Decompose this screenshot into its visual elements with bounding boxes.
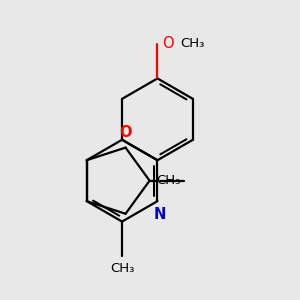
Text: O: O xyxy=(119,125,132,140)
Text: CH₃: CH₃ xyxy=(157,174,181,187)
Text: CH₃: CH₃ xyxy=(110,262,134,275)
Text: CH₃: CH₃ xyxy=(180,37,204,50)
Text: O: O xyxy=(162,36,174,51)
Text: N: N xyxy=(153,207,166,222)
